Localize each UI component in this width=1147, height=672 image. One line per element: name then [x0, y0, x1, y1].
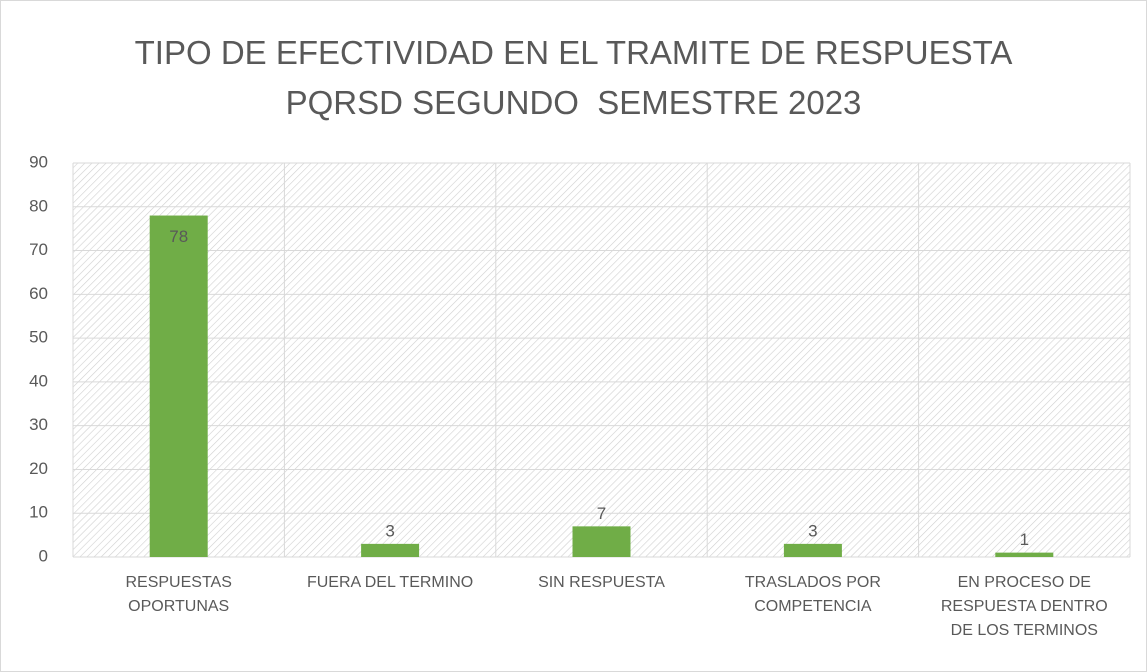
- y-tick-label: 60: [29, 284, 48, 303]
- x-tick-label: TRASLADOS POR COMPETENCIA: [744, 574, 881, 615]
- data-label: 78: [169, 227, 188, 246]
- data-label: 7: [597, 504, 606, 523]
- bar: [361, 543, 420, 557]
- y-tick-label: 20: [29, 459, 48, 478]
- bar: [149, 215, 208, 558]
- y-tick-label: 80: [29, 196, 48, 215]
- x-tick-label: SIN RESPUESTA: [538, 574, 665, 591]
- y-tick-label: 50: [29, 328, 48, 347]
- y-tick-label: 30: [29, 415, 48, 434]
- x-tick-label: EN PROCESO DE RESPUESTA DENTRO DE LOS TE…: [940, 574, 1108, 639]
- x-tick-label: RESPUESTAS OPORTUNAS: [125, 574, 232, 615]
- x-tick-label: FUERA DEL TERMINO: [306, 574, 474, 591]
- data-label: 3: [808, 521, 817, 540]
- y-tick-label: 90: [29, 152, 48, 171]
- y-tick-label: 10: [29, 503, 48, 522]
- chart-title: TIPO DE EFECTIVIDAD EN EL TRAMITE DE RES…: [134, 34, 1013, 121]
- y-tick-label: 0: [39, 546, 48, 565]
- data-label: 3: [385, 521, 394, 540]
- y-tick-label: 40: [29, 371, 48, 390]
- bar: [783, 543, 842, 557]
- bar: [995, 552, 1054, 557]
- y-tick-label: 70: [29, 240, 48, 259]
- plot-area: [73, 163, 1130, 557]
- data-label: 1: [1020, 530, 1029, 549]
- bar: [572, 526, 631, 557]
